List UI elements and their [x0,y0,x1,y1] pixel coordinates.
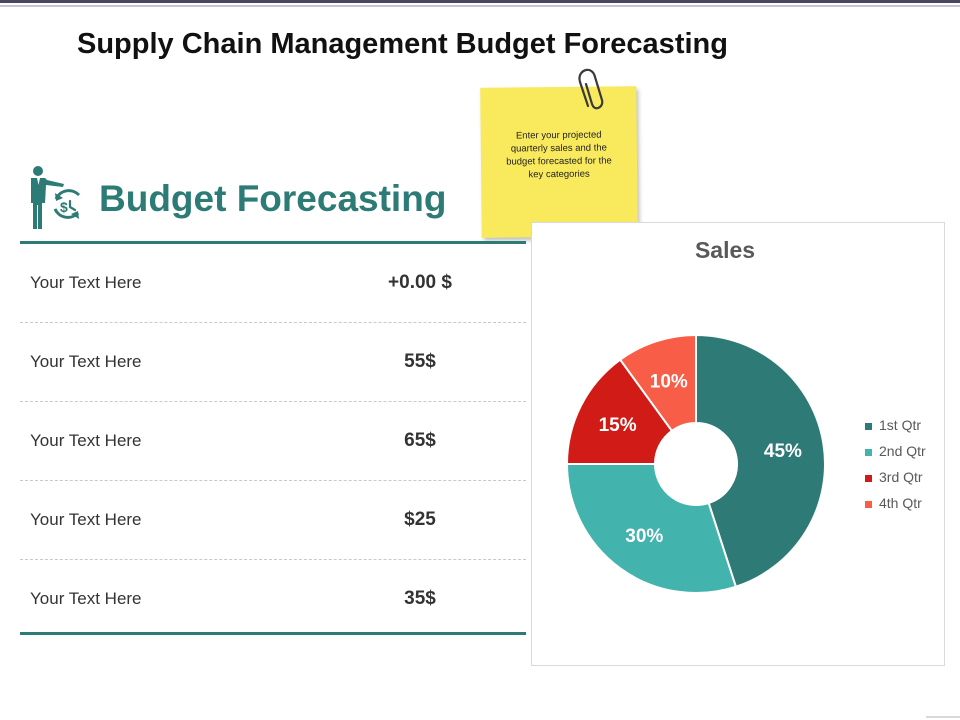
row-label: Your Text Here [30,510,142,529]
donut-slice [618,333,697,433]
sales-chart: Sales 45% 30% 15% 10% 1st Qtr 2nd Qtr 3rd Q… [531,222,945,666]
row-label: Your Text Here [30,273,142,292]
row-label: Your Text Here [30,589,142,608]
row-value: $25 [404,509,436,530]
sticky-note-text: Enter your projected quarterly sales and… [506,129,612,181]
slide-title: Supply Chain Management Budget Forecasti… [77,28,728,60]
donut-slice [695,333,826,588]
slice-data-label: 10% [650,371,688,392]
legend-swatch [865,475,872,482]
legend-swatch [865,423,872,430]
footer-rule [926,716,960,718]
budget-table: Your Text Here +0.00 $ Your Text Here 55… [20,244,526,638]
row-value: +0.00 $ [388,272,452,293]
row-value: 55$ [404,351,436,372]
legend-swatch [865,501,872,508]
row-value: 35$ [404,588,436,609]
row-label: Your Text Here [30,352,142,371]
top-rule-thin [0,5,960,7]
table-row: Your Text Here $25 [20,481,526,560]
slice-data-label: 45% [764,441,802,462]
paperclip-icon [578,68,604,110]
donut-chart: 45% 30% 15% 10% [565,333,826,594]
top-rule [0,0,960,3]
sticky-note: Enter your projected quarterly sales and… [480,86,638,238]
table-row: Your Text Here +0.00 $ [20,244,526,323]
svg-text:$: $ [60,199,68,215]
legend-label: 1st Qtr [879,417,922,433]
table-top-rule [20,241,526,244]
legend-swatch [865,449,872,456]
table-bottom-rule [20,632,526,635]
donut-slice [565,358,674,465]
legend-label: 3rd Qtr [879,469,923,485]
presenter-budget-cycle-icon: $ [31,166,81,229]
donut-slice [565,463,738,594]
section-heading: Budget Forecasting [99,178,447,219]
table-row: Your Text Here 35$ [20,560,526,638]
slice-data-label: 15% [599,415,637,436]
row-label: Your Text Here [30,431,142,450]
row-value: 65$ [404,430,436,451]
slice-data-label: 30% [625,526,663,547]
table-row: Your Text Here 55$ [20,323,526,402]
chart-title: Sales [694,237,756,263]
table-row: Your Text Here 65$ [20,402,526,481]
legend-label: 4th Qtr [879,495,922,511]
legend-label: 2nd Qtr [879,443,926,459]
